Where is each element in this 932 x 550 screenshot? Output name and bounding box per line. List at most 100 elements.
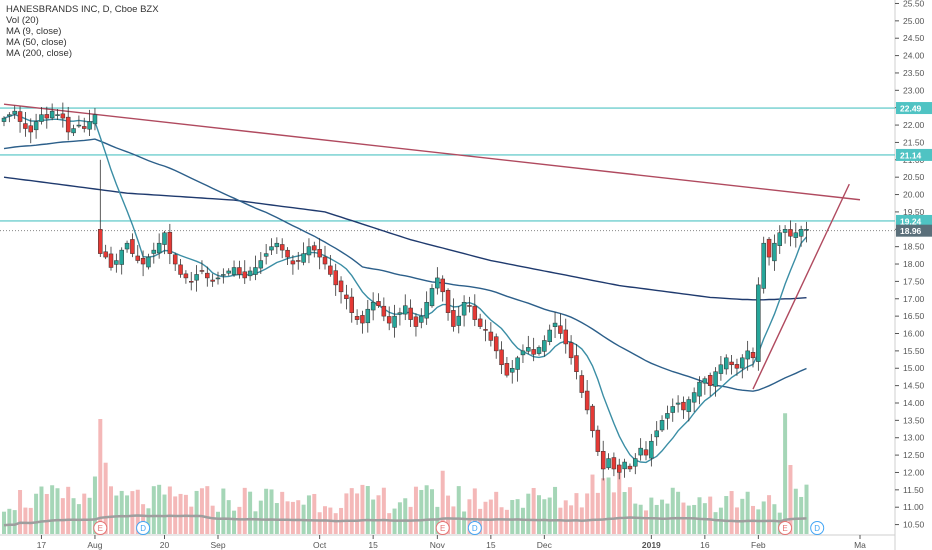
- volume-bar: [627, 487, 632, 534]
- candle-body: [467, 305, 472, 307]
- volume-bar: [601, 478, 606, 534]
- volume-bar: [670, 487, 675, 534]
- candle-body: [686, 399, 692, 412]
- x-tick-label: Nov: [430, 540, 446, 550]
- legend: HANESBRANDS INC, D, Cboe BZX Vol (20) MA…: [6, 4, 159, 59]
- volume-bar: [478, 508, 483, 534]
- volume-bar: [290, 501, 295, 534]
- candle-body: [290, 260, 296, 265]
- candle-body: [766, 238, 772, 258]
- volume-bar: [44, 493, 49, 534]
- candle-body: [510, 367, 515, 373]
- chart-title: HANESBRANDS INC, D, Cboe BZX: [6, 4, 159, 15]
- y-tick-label: 16.00: [903, 329, 925, 339]
- y-tick-label: 19.50: [903, 207, 925, 217]
- y-tick-label: 14.50: [903, 381, 925, 391]
- volume-bar: [258, 500, 263, 534]
- candle-body: [301, 253, 306, 263]
- volume-bar: [788, 465, 793, 534]
- candle-body: [729, 361, 734, 366]
- candle-body: [199, 270, 205, 272]
- volume-bar: [114, 495, 119, 534]
- volume-bar: [424, 485, 429, 534]
- volume-bar: [638, 504, 643, 534]
- candle-body: [451, 310, 456, 327]
- volume-bar: [146, 508, 151, 534]
- volume-bar: [381, 487, 386, 534]
- volume-bar: [109, 486, 113, 534]
- candle-body: [156, 242, 162, 254]
- legend-vol: Vol (20): [6, 15, 39, 26]
- volume-bar: [724, 496, 729, 534]
- candle-body: [258, 260, 264, 269]
- volume-bar: [66, 486, 71, 534]
- volume-bar: [92, 476, 97, 534]
- x-tick-label: 20: [160, 540, 170, 550]
- volume-bar: [547, 497, 552, 534]
- candle-body: [584, 390, 590, 411]
- y-tick-label: 12.00: [903, 467, 925, 477]
- candle-body: [205, 272, 210, 279]
- volume-bar: [708, 496, 713, 534]
- volume-bar: [403, 498, 408, 534]
- volume-bar: [397, 502, 402, 534]
- volume-bar: [413, 486, 418, 534]
- volume-bar: [60, 498, 65, 534]
- volume-bar: [285, 501, 290, 534]
- candle-body: [611, 457, 617, 470]
- volume-bar: [531, 487, 536, 534]
- volume-bar: [194, 490, 199, 534]
- volume-bar: [349, 488, 354, 534]
- candle-body: [172, 254, 178, 265]
- y-tick-label: 15.00: [903, 363, 925, 373]
- volume-bar: [515, 499, 520, 534]
- volume-bar: [333, 513, 338, 534]
- candle-body: [33, 121, 39, 131]
- candle-body: [215, 277, 221, 280]
- x-tick-label: Feb: [751, 540, 766, 550]
- volume-bar: [451, 506, 456, 534]
- volume-bar: [253, 511, 258, 534]
- candle-body: [627, 465, 633, 470]
- volume-bar: [590, 474, 595, 534]
- volume-bar: [82, 493, 87, 534]
- y-tick-label: 24.00: [903, 51, 925, 61]
- candle-body: [333, 270, 338, 286]
- volume-bar: [804, 484, 809, 534]
- candle-body: [440, 278, 445, 293]
- volume-bar: [312, 493, 317, 534]
- candle-body: [194, 274, 199, 281]
- candle-body: [178, 264, 183, 275]
- candle-body: [114, 260, 119, 265]
- candle-body: [445, 289, 451, 313]
- candle-body: [354, 316, 360, 320]
- candle-body: [697, 381, 702, 397]
- volume-bar: [660, 499, 665, 534]
- volume-bar: [2, 511, 6, 534]
- volume-bar: [125, 495, 130, 534]
- y-tick-label: 25.00: [903, 16, 925, 26]
- candle-body: [558, 325, 563, 334]
- candle-body: [552, 322, 558, 327]
- volume-bar: [226, 500, 231, 534]
- candle-body: [279, 244, 285, 251]
- volume-bar: [167, 486, 172, 534]
- volume-bar: [488, 499, 493, 534]
- volume-bar: [777, 512, 782, 534]
- candle-body: [65, 116, 71, 133]
- legend-ma200: MA (200, close): [6, 48, 72, 59]
- volume-bar: [799, 496, 804, 534]
- candle-body: [39, 114, 44, 122]
- ma200-line: [3, 176, 807, 301]
- volume-bar: [71, 498, 76, 534]
- candle-body: [403, 305, 408, 315]
- candle-body: [60, 113, 66, 119]
- price-label: 19.24: [900, 216, 922, 226]
- candle-body: [392, 315, 397, 328]
- candle-body: [756, 284, 761, 362]
- volume-bar: [419, 489, 424, 534]
- candle-body: [312, 245, 317, 251]
- candle-body: [740, 357, 745, 369]
- event-label: E: [782, 524, 787, 533]
- candle-body: [210, 279, 215, 282]
